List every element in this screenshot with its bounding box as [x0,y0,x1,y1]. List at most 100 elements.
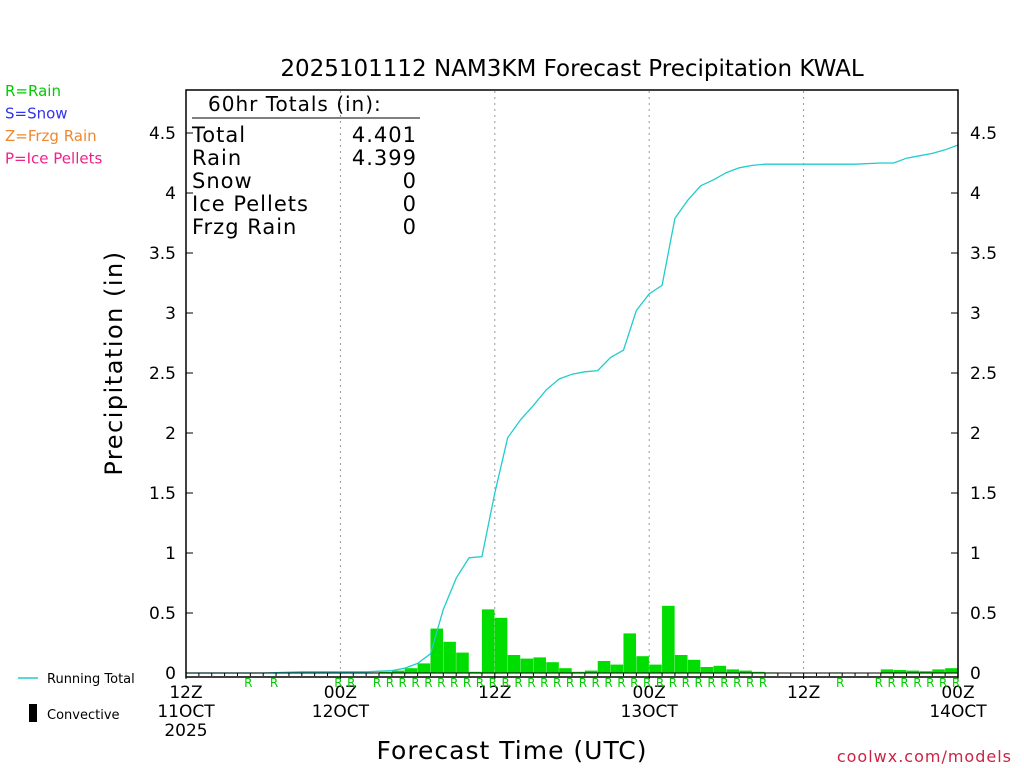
precip-bar [726,669,739,673]
rain-marker: R [759,676,767,690]
x-tick-label: 14OCT [929,702,987,722]
precip-bar [443,641,456,673]
x-tick-label: 00Z [941,683,974,703]
rain-marker: R [334,676,342,690]
running-total-legend-label: Running Total [47,672,135,687]
rain-marker: R [566,676,574,690]
y-tick-label-right: 3.5 [970,244,997,264]
rain-marker: R [514,676,522,690]
rain-marker: R [437,676,445,690]
precip-bar [404,668,418,673]
precip-bar [945,668,958,673]
precip-bar [739,670,752,673]
precip-bar [520,658,534,673]
y-tick-label-right: 1.5 [970,484,997,504]
rain-marker: R [411,676,419,690]
y-tick-label: 0.5 [149,604,176,624]
precip-bar [430,628,444,673]
y-tick-label-right: 2 [970,424,981,444]
rain-marker: R [682,676,690,690]
x-tick-label: 00Z [324,683,357,703]
precip-bar [713,665,727,673]
rain-marker: R [463,676,471,690]
rain-marker: R [244,676,252,690]
precip-bar [932,669,945,673]
rain-marker: R [926,676,934,690]
rain-marker: R [501,676,509,690]
legend-rain: R=Rain [5,82,61,100]
rain-marker: R [270,676,278,690]
credit-text: coolwx.com/models [837,747,1012,766]
precip-bar [494,617,508,673]
y-axis-left: 0 0.5 1 1.5 2 2.5 3 3.5 4 4.5 [149,124,193,684]
y-tick-label: 3.5 [149,244,176,264]
rain-marker: R [386,676,394,690]
x-tick-label: 12OCT [312,702,370,722]
rain-marker: R [617,676,625,690]
rain-marker: R [656,676,664,690]
precip-bar [456,652,469,673]
precip-bar [533,657,546,673]
precip-bar [906,670,920,673]
rain-marker: R [643,676,651,690]
y-tick-label: 1 [165,544,176,564]
legend-frzg-rain: Z=Frzg Rain [5,127,97,145]
precip-bar [546,662,559,673]
totals-header: 60hr Totals (in): [208,92,382,116]
y-tick-label-right: 0 [970,664,981,684]
precip-bar [379,671,392,673]
rain-marker: R [707,676,715,690]
rain-marker: R [939,676,947,690]
rain-marker: R [592,676,600,690]
precip-bar [469,671,482,673]
y-axis-label: Precipitation (in) [100,250,128,475]
rain-marker: R [450,676,458,690]
y-tick-label-right: 2.5 [970,364,997,384]
rain-marker: R [669,676,677,690]
totals-label: Frzg Rain [192,215,297,239]
legend-snow: S=Snow [5,105,68,123]
precip-bar [559,668,572,673]
y-tick-label-right: 0.5 [970,604,997,624]
rain-marker: R [540,676,548,690]
precip-bar [481,609,495,673]
totals-label: Ice Pellets [192,192,309,216]
y-tick-label-right: 4 [970,184,981,204]
precip-bar [649,664,662,673]
rain-marker: R [527,676,535,690]
y-tick-label: 0 [165,664,176,684]
precip-type-legend: R=Rain S=Snow Z=Frzg Rain P=Ice Pellets [5,82,102,168]
rain-marker: R [347,676,355,690]
totals-value: 4.401 [352,123,417,147]
totals-label: Rain [192,146,242,170]
rain-marker: R [579,676,587,690]
precip-bar [674,655,688,673]
precip-bar [919,671,932,673]
plot-frame [185,89,959,678]
precip-bar [700,667,714,673]
y-tick-label-right: 3 [970,304,981,324]
rain-marker: R [630,676,638,690]
rain-marker: R [553,676,561,690]
precip-bar [636,656,649,673]
y-tick-label: 4 [165,184,176,204]
y-tick-label: 2 [165,424,176,444]
precip-bars [366,605,958,673]
totals-value: 0 [403,215,417,239]
x-tick-label: 2025 [164,721,207,741]
grid-lines [339,91,805,676]
rain-marker: R [875,676,883,690]
y-tick-label: 3 [165,304,176,324]
rain-marker: R [424,676,432,690]
precip-bar [507,655,521,673]
rain-marker: R [694,676,702,690]
precip-bar [623,633,637,673]
y-tick-label: 4.5 [149,124,176,144]
precip-bar [391,670,405,673]
totals-box: 60hr Totals (in): Total 4.401 Rain 4.399 Sno… [191,92,420,239]
running-total-line [186,144,959,674]
rain-marker: R [720,676,728,690]
precip-bar [893,670,907,673]
